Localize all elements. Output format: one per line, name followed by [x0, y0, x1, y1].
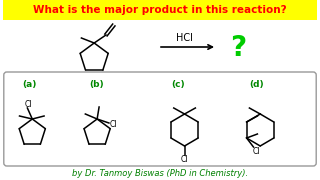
Text: Cl: Cl	[25, 100, 32, 109]
Bar	[3, 0, 317, 20]
Text: Cl: Cl	[253, 147, 260, 156]
FancyBboxPatch shape	[4, 72, 316, 166]
Text: ?: ?	[230, 34, 247, 62]
Text: by Dr. Tanmoy Biswas (PhD in Chemistry).: by Dr. Tanmoy Biswas (PhD in Chemistry).	[72, 168, 248, 177]
Text: (d): (d)	[249, 80, 264, 89]
Text: (a): (a)	[22, 80, 36, 89]
Text: Cl: Cl	[110, 120, 117, 129]
Text: (c): (c)	[171, 80, 185, 89]
Text: What is the major product in this reaction?: What is the major product in this reacti…	[33, 5, 287, 15]
Text: Cl: Cl	[181, 154, 188, 163]
Text: (b): (b)	[89, 80, 103, 89]
Text: HCl: HCl	[176, 33, 193, 43]
